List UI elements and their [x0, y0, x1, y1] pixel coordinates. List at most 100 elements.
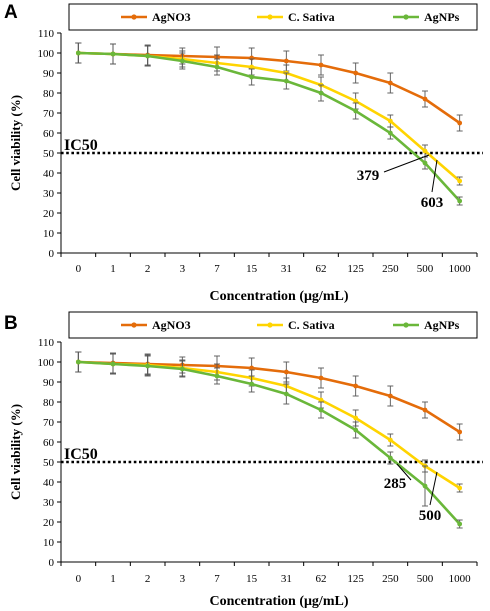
- legend-label: AgNPs: [424, 10, 460, 24]
- legend-label: AgNPs: [424, 318, 460, 332]
- y-tick-label: 20: [43, 517, 55, 529]
- y-tick-label: 100: [38, 48, 55, 60]
- x-tick-label: 15: [246, 573, 258, 585]
- chart-panel-a: A 0 10 20 30 40 50 60 70 80 90 100 110 0 1 2 3 7 15 31 62 125…: [4, 2, 483, 304]
- data-point: [318, 407, 324, 413]
- data-point: [387, 130, 393, 136]
- x-tick-label: 7: [214, 263, 220, 275]
- data-point: [457, 429, 463, 435]
- x-tick-label: 1000: [449, 263, 472, 275]
- legend-marker: [403, 14, 409, 20]
- y-tick-label: 0: [49, 557, 55, 569]
- data-point: [457, 485, 463, 491]
- annotation-leader: [431, 159, 438, 193]
- y-tick-label: 70: [43, 108, 55, 120]
- y-tick-label: 40: [43, 477, 55, 489]
- data-point: [283, 58, 289, 64]
- data-point: [283, 78, 289, 84]
- y-tick-label: 90: [43, 377, 55, 389]
- data-point: [422, 148, 428, 154]
- data-point: [387, 437, 393, 443]
- y-tick-label: 100: [38, 357, 55, 369]
- chart-panel-b: B 0 10 20 30 40 50 60 70 80 90 100 110 0 1 2 3 7 15 31 62 125…: [4, 311, 483, 609]
- y-tick-label: 10: [43, 537, 55, 549]
- data-point: [145, 53, 151, 59]
- legend-marker: [131, 322, 137, 328]
- x-tick-label: 1: [110, 263, 116, 275]
- data-point: [353, 415, 359, 421]
- data-point: [318, 375, 324, 381]
- x-axis-title: Concentration (μg/mL): [210, 289, 349, 304]
- x-tick-label: 15: [246, 263, 258, 275]
- y-tick-label: 90: [43, 68, 55, 80]
- x-tick-label: 1000: [449, 573, 472, 585]
- y-tick-label: 20: [43, 208, 55, 220]
- y-tick-label: 50: [43, 457, 55, 469]
- data-point: [283, 369, 289, 375]
- data-point: [214, 373, 220, 379]
- legend: AgNO3 C. Sativa AgNPs: [68, 3, 478, 31]
- y-tick-label: 80: [43, 88, 55, 100]
- data-point: [387, 455, 393, 461]
- series-line: [78, 51, 461, 182]
- data-point: [318, 62, 324, 68]
- legend-marker: [267, 14, 273, 20]
- legend-label: AgNO3: [152, 10, 191, 24]
- data-point: [249, 365, 255, 371]
- annotation-leader: [383, 154, 430, 173]
- y-tick-label: 110: [38, 337, 55, 349]
- data-point: [75, 50, 81, 56]
- ic50-annotation: 379: [357, 168, 380, 184]
- y-axis-title: Cell viability (%): [8, 95, 23, 191]
- panel-label: B: [4, 313, 18, 334]
- ic50-label: IC50: [64, 137, 98, 154]
- x-tick-label: 3: [180, 263, 186, 275]
- data-point: [283, 391, 289, 397]
- data-point: [353, 70, 359, 76]
- y-tick-label: 110: [38, 28, 55, 40]
- data-point: [353, 383, 359, 389]
- y-tick-label: 50: [43, 148, 55, 160]
- x-tick-label: 500: [417, 573, 434, 585]
- data-point: [457, 521, 463, 527]
- x-tick-label: 2: [145, 263, 151, 275]
- y-tick-label: 80: [43, 397, 55, 409]
- data-point: [110, 51, 116, 57]
- x-tick-label: 62: [316, 573, 327, 585]
- data-point: [249, 74, 255, 80]
- x-tick-label: 0: [76, 573, 82, 585]
- y-tick-label: 30: [43, 497, 55, 509]
- data-point: [457, 198, 463, 204]
- ic50-annotation: 603: [421, 195, 444, 211]
- data-point: [422, 96, 428, 102]
- data-point: [145, 363, 151, 369]
- x-tick-label: 125: [347, 573, 364, 585]
- data-point: [110, 361, 116, 367]
- series-agnps: [75, 351, 463, 529]
- panel-label: A: [4, 2, 18, 23]
- ic50-annotation: 285: [384, 476, 407, 492]
- x-tick-label: 500: [417, 263, 434, 275]
- x-tick-label: 31: [281, 573, 292, 585]
- y-tick-label: 70: [43, 417, 55, 429]
- data-point: [457, 178, 463, 184]
- legend-label: AgNO3: [152, 318, 191, 332]
- legend-marker: [267, 322, 273, 328]
- data-point: [387, 118, 393, 124]
- data-point: [422, 407, 428, 413]
- y-tick-label: 30: [43, 188, 55, 200]
- y-tick-label: 60: [43, 437, 55, 449]
- x-tick-label: 2: [145, 573, 151, 585]
- series-line: [78, 360, 461, 525]
- data-point: [179, 366, 185, 372]
- series-line: [78, 51, 461, 202]
- data-point: [353, 98, 359, 104]
- ic50-annotation: 500: [419, 508, 442, 524]
- y-tick-label: 0: [49, 248, 55, 260]
- data-point: [214, 64, 220, 70]
- x-tick-label: 62: [316, 263, 327, 275]
- x-tick-label: 1: [110, 573, 116, 585]
- data-point: [387, 80, 393, 86]
- data-point: [387, 393, 393, 399]
